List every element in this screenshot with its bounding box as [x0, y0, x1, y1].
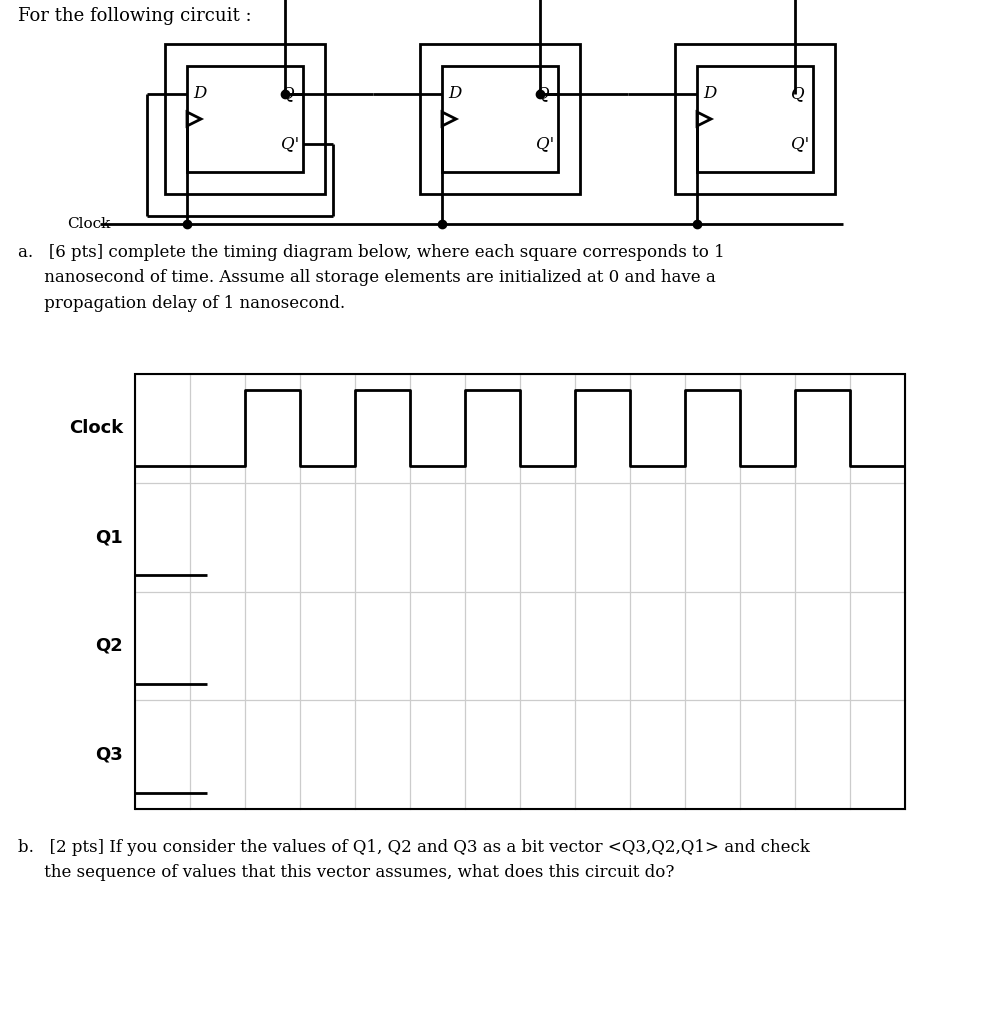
Text: a.   [6 pts] complete the timing diagram below, where each square corresponds to: a. [6 pts] complete the timing diagram b… [18, 244, 725, 312]
Text: Q: Q [791, 85, 805, 102]
Text: Clock: Clock [66, 217, 110, 231]
Bar [675, 44, 835, 194]
Bar [442, 66, 558, 172]
Text: Clock: Clock [68, 420, 123, 437]
Text: D: D [704, 85, 717, 102]
Text: Q: Q [536, 85, 550, 102]
Bar [187, 66, 303, 172]
Bar [420, 44, 580, 194]
Text: Q2: Q2 [95, 637, 123, 655]
Text: Q3: Q3 [95, 745, 123, 764]
Text: Q1: Q1 [95, 528, 123, 546]
Text: Q': Q' [536, 135, 554, 153]
Text: Q: Q [281, 85, 294, 102]
Bar [697, 66, 813, 172]
Bar [165, 44, 325, 194]
Bar [135, 374, 904, 809]
Text: D: D [448, 85, 461, 102]
Text: Q': Q' [791, 135, 809, 153]
Text: D: D [193, 85, 206, 102]
Text: b.   [2 pts] If you consider the values of Q1, Q2 and Q3 as a bit vector <Q3,Q2,: b. [2 pts] If you consider the values of… [18, 839, 810, 882]
Text: For the following circuit :: For the following circuit : [18, 7, 251, 25]
Text: Q': Q' [281, 135, 299, 153]
